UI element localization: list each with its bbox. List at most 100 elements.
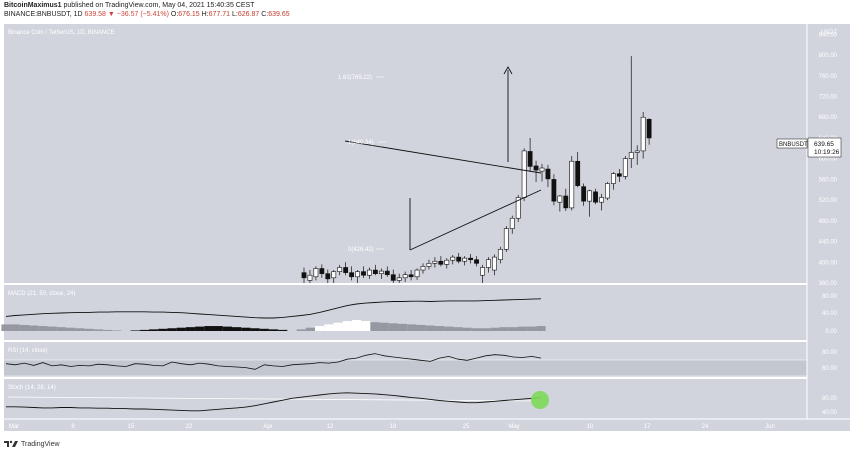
macd-histogram-bar [296, 329, 306, 331]
candle-body [444, 259, 450, 265]
macd-histogram-bar [47, 326, 57, 331]
descending-resistance-line[interactable] [344, 140, 542, 174]
candle-body [468, 257, 473, 260]
candle-body [313, 268, 319, 278]
macd-histogram-bar [425, 325, 435, 331]
candle-body [325, 273, 331, 280]
macd-histogram-bar [398, 323, 408, 331]
candle-body [545, 168, 551, 180]
publish-header: BitcoinMaximus1 published on TradingView… [4, 2, 254, 9]
price-tag-bg [807, 137, 842, 158]
candle-body [628, 152, 634, 159]
time-axis-bg [4, 419, 850, 431]
macd-histogram-bar [268, 329, 279, 331]
rsi-tick-label: 60.00 [822, 366, 838, 372]
last-price: 639.58 [84, 11, 106, 18]
macd-histogram-bar [324, 324, 334, 331]
candle-body [361, 271, 366, 276]
candle-body [349, 272, 354, 278]
candle-body [331, 271, 337, 279]
close-label: C: [261, 11, 269, 18]
stoch-axis-ticks: 80.00 40.00 [822, 396, 838, 416]
macd-label: MACD (21, 50, close, 24) [8, 291, 75, 297]
price-tick-label: 720.00 [819, 95, 838, 101]
price-tag-value: 639.65 [814, 141, 834, 148]
stoch-tick-label: 40.00 [822, 410, 838, 416]
candle-body [640, 116, 646, 152]
candle-body [539, 167, 545, 172]
candle-body [438, 260, 444, 265]
time-tick-label: 15 [128, 424, 135, 430]
macd-histogram-bar [370, 322, 380, 331]
candle-body [408, 274, 414, 278]
macd-histogram-bar [38, 326, 48, 331]
open-value: 676.15 [178, 11, 200, 18]
macd-histogram-bar [379, 322, 389, 331]
candle-body [569, 160, 575, 209]
candle-body [355, 271, 360, 278]
candle-body [343, 267, 349, 273]
symbol-ohlc-header: BINANCE:BNBUSDT, 1D 639.58 ▼ −36.57 (−5.… [4, 11, 290, 18]
time-tick-label: May [508, 424, 519, 430]
macd-histogram-bar [527, 326, 537, 331]
target-arrow-head [503, 66, 513, 75]
macd-histogram-bar [481, 328, 491, 331]
stoch-line [6, 392, 542, 412]
author-name[interactable]: BitcoinMaximus1 [4, 2, 62, 9]
rsi-label: RSI (14, close) [8, 348, 48, 354]
macd-histogram-bar [462, 327, 472, 331]
macd-histogram-bar [259, 328, 269, 331]
ascending-support-line[interactable] [409, 189, 542, 251]
macd-histogram-bar [388, 323, 399, 331]
macd-histogram-bar [471, 328, 482, 331]
macd-histogram-bar [93, 329, 103, 331]
macd-histogram-bar [139, 329, 149, 331]
macd-histogram-bar [195, 326, 205, 331]
price-tick-label: 680.00 [819, 115, 838, 121]
macd-histogram-bar [29, 325, 39, 331]
price-tick-label: 400.00 [819, 260, 838, 266]
price-tag-symbol: BNBUSDT [779, 142, 808, 148]
macd-axis-ticks: 80.00 40.00 0.00 [822, 294, 838, 335]
fib-mid-label: 1(640.34) [348, 140, 374, 146]
macd-histogram-bar [167, 328, 177, 331]
stoch-tick-label: 80.00 [822, 396, 838, 402]
macd-histogram-bar [176, 327, 186, 331]
stoch-panel[interactable] [4, 379, 807, 419]
macd-histogram-bar [130, 330, 140, 331]
rsi-axis-ticks: 80.00 60.00 [822, 350, 838, 372]
time-tick-label: Apr [263, 424, 272, 430]
candle-body [384, 270, 390, 276]
candles [301, 56, 652, 283]
chart-title: Binance Coin / TetherUS, 1D, BINANCE [8, 30, 115, 36]
candle-body [581, 186, 587, 202]
rsi-tick-label: 80.00 [822, 350, 838, 356]
macd-histogram-bar [158, 328, 168, 331]
stoch-signal-line [7, 396, 542, 402]
time-tick-label: 12 [327, 424, 334, 430]
macd-panel[interactable] [4, 285, 807, 340]
macd-histogram-bar [508, 327, 518, 331]
macd-histogram-bar [1, 324, 11, 331]
candle-body [426, 263, 432, 267]
macd-histogram-bar [185, 327, 196, 331]
candle-body [474, 259, 479, 264]
candle-body [587, 190, 592, 202]
candle-body [634, 150, 640, 153]
macd-histogram-bar [204, 326, 214, 331]
footer-branding[interactable]: TradingView [4, 440, 60, 448]
candle-body [527, 151, 533, 167]
tradingview-logo-icon [4, 440, 18, 447]
price-panel[interactable] [4, 24, 807, 283]
candle-body [337, 267, 343, 272]
candle-body [462, 257, 468, 262]
candle-body [593, 191, 598, 203]
fib-lower-label: 0(426.42) [348, 247, 374, 253]
macd-histogram-bar [315, 326, 325, 331]
price-tick-label: 440.00 [819, 240, 838, 246]
macd-histogram-bar [333, 322, 343, 331]
price-tag-symbol-bg [776, 138, 808, 149]
candle-body [420, 266, 426, 271]
macd-histogram-bar [65, 327, 76, 331]
